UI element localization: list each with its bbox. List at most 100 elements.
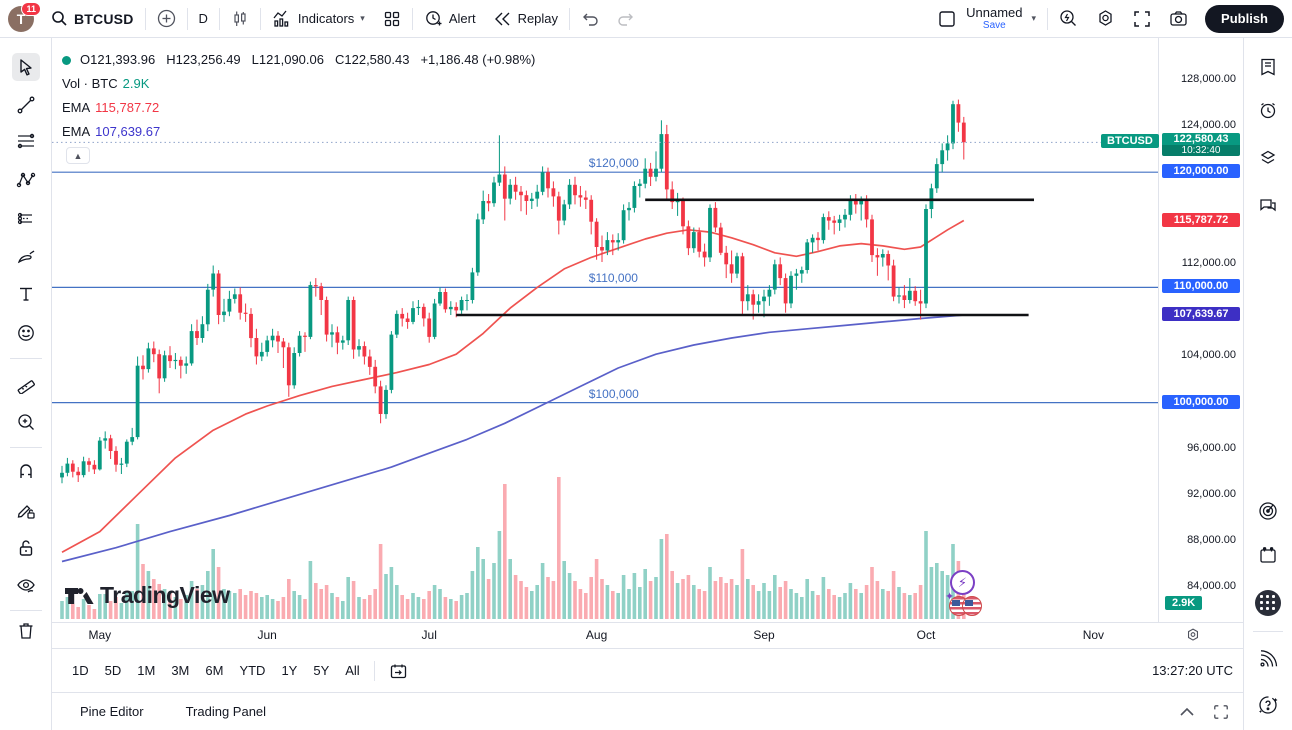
remove-drawings-tool[interactable] [12,616,40,644]
price-chart[interactable] [52,38,1158,622]
quick-search-button[interactable] [1050,4,1087,34]
pattern-tool[interactable] [12,166,40,194]
interval-label: D [198,11,208,26]
cursor-tool[interactable] [12,53,40,81]
chart-style-button[interactable] [222,4,258,34]
range-button-5y[interactable]: 5Y [313,663,330,678]
chart-pane[interactable]: O121,393.96 H123,256.49 L121,090.06 C122… [52,38,1243,622]
hline-label[interactable]: $100,000 [585,386,642,401]
range-button-1m[interactable]: 1M [137,663,156,678]
rail-divider [10,447,42,448]
text-tool[interactable] [12,280,40,308]
notification-badge: 11 [21,1,41,16]
range-button-6m[interactable]: 6M [205,663,224,678]
economic-event-flags[interactable] [949,596,982,616]
camera-icon [1169,10,1188,27]
measure-tool[interactable] [12,370,40,398]
settings-button[interactable] [1087,4,1124,34]
price-axis-label: 128,000.00 [1180,73,1236,85]
screenshot-button[interactable] [1160,4,1197,34]
calendar-button[interactable] [1254,541,1282,569]
range-button-5d[interactable]: 5D [104,663,122,678]
pine-editor-tab[interactable]: Pine Editor [80,704,144,719]
range-button-all[interactable]: All [345,663,360,678]
panel-expand-chevron-icon[interactable] [1179,704,1195,720]
us-flag-icon [962,596,982,616]
time-axis-settings-gear-icon[interactable] [1185,627,1201,643]
compare-add-button[interactable] [148,4,185,34]
time-axis-month-label: May [88,628,112,642]
rail-divider [10,358,42,359]
ideas-stream-button[interactable] [1254,497,1282,525]
alert-label: Alert [448,11,476,26]
drawing-mode-lock-tool[interactable] [12,496,40,524]
legend-collapse-button[interactable]: ▲ [66,147,90,164]
range-button-ytd[interactable]: YTD [239,663,266,678]
object-tree-button[interactable] [1254,144,1282,172]
watchlist-button[interactable] [1254,53,1282,81]
ema2-label: EMA [62,124,91,139]
magnet-tool[interactable] [12,458,40,486]
indicators-button[interactable]: Indicators ▾ [263,4,374,34]
lock-drawings-tool[interactable] [12,534,40,562]
replay-button[interactable]: Replay [485,4,567,34]
price-axis-label: 104,000.00 [1180,349,1236,362]
layout-select-checkbox[interactable] [928,4,966,34]
fib-lines-tool[interactable] [12,128,40,156]
toolbar-divider [259,7,261,30]
fullscreen-button[interactable] [1124,4,1160,34]
range-button-1d[interactable]: 1D [72,663,89,678]
panel-maximize-icon[interactable] [1213,704,1229,720]
quick-search-icon [1059,9,1078,28]
emoji-tool[interactable] [12,319,40,347]
hline-label[interactable]: $110,000 [585,271,641,286]
publish-button[interactable]: Publish [1205,4,1284,33]
legend-ema1-row[interactable]: EMA 115,787.72 [62,96,541,120]
legend-ohlc-row[interactable]: O121,393.96 H123,256.49 L121,090.06 C122… [62,48,541,72]
trading-panel-tab[interactable]: Trading Panel [185,704,267,719]
redo-button[interactable] [608,4,644,34]
range-divider [373,660,375,681]
range-toolbar: 1D 5D 1M 3M 6M YTD 1Y 5Y All 13:27:20 UTC [52,648,1243,692]
range-button-1y[interactable]: 1Y [281,663,298,678]
time-axis-month-label: Jul [421,628,437,642]
time-axis[interactable]: May Jun Jul Aug Sep Oct Nov [52,622,1243,648]
chevron-down-icon: ▾ [360,13,365,23]
legend-volume-row[interactable]: Vol · BTC 2.9K [62,72,541,96]
timezone-clock[interactable]: 13:27:20 UTC [1152,663,1233,678]
price-axis[interactable]: 128,000.00 124,000.00 112,000.00 104,000.00… [1158,38,1243,622]
apps-grid-button[interactable] [1254,589,1282,617]
main-area: O121,393.96 H123,256.49 L121,090.06 C122… [52,38,1243,730]
chat-button[interactable] [1254,191,1282,219]
user-avatar[interactable]: T 11 [8,1,41,32]
indicators-label: Indicators [297,11,355,26]
alerts-panel-button[interactable] [1254,97,1282,125]
hide-drawings-tool[interactable] [12,572,40,600]
alert-button[interactable]: Alert [415,4,485,34]
broadcast-button[interactable] [1254,645,1282,673]
layout-name-button[interactable]: Unnamed Save [966,6,1022,32]
undo-button[interactable] [572,4,608,34]
help-button[interactable] [1254,691,1282,719]
projection-tool[interactable] [12,205,40,233]
layout-name: Unnamed [966,4,1023,20]
range-button-3m[interactable]: 3M [171,663,190,678]
trend-line-tool[interactable] [12,91,40,119]
interval-button[interactable]: D [190,4,217,34]
hline-label[interactable]: $120,000 [585,156,642,171]
change-value: +1,186.48 (+0.98%) [420,52,536,67]
indicator-templates-button[interactable] [374,4,410,34]
save-link[interactable]: Save [982,19,1006,31]
symbol-search-button[interactable]: BTCUSD [42,4,143,34]
legend-ema2-row[interactable]: EMA 107,639.67 [62,120,541,144]
event-lightning-icon[interactable]: ⚡ [950,570,975,595]
brush-tool[interactable] [12,243,40,271]
go-to-date-button[interactable] [381,658,416,684]
sparkle-icon: ✦ [945,591,955,603]
bar-countdown: 10:32:40 [1162,145,1240,157]
zoom-in-tool[interactable] [12,408,40,436]
layout-menu-button[interactable]: ▾ [1023,4,1046,34]
avatar-letter: T [16,10,26,27]
chart-legend: O121,393.96 H123,256.49 L121,090.06 C122… [62,48,541,144]
